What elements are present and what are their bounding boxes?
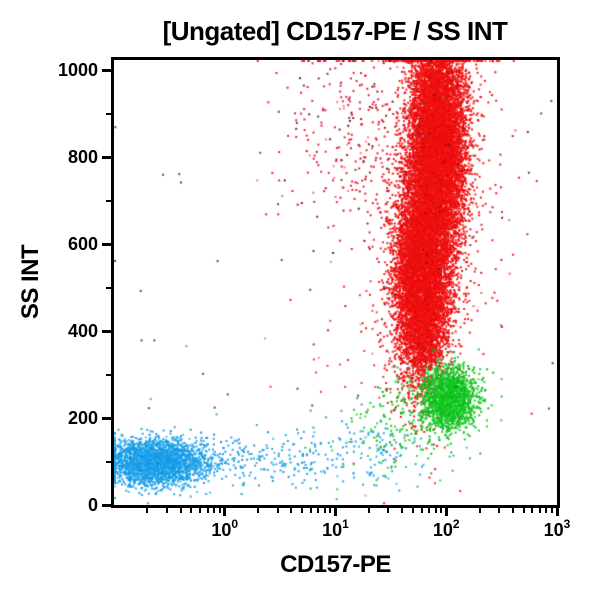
x-minor-tick <box>428 508 431 513</box>
x-minor-tick <box>538 508 541 513</box>
x-minor-tick <box>367 508 370 513</box>
y-tick-label: 800 <box>67 147 98 167</box>
x-tick-label: 102 <box>432 517 460 540</box>
y-tick-label: 1000 <box>57 60 98 80</box>
x-minor-tick <box>387 508 390 513</box>
y-tick-label: 200 <box>67 408 98 428</box>
x-minor-tick <box>309 508 312 513</box>
y-minor-tick <box>106 373 111 376</box>
x-major-tick <box>444 508 448 516</box>
y-tick-label: 0 <box>87 495 98 515</box>
y-minor-tick <box>106 460 111 463</box>
x-minor-tick <box>290 508 293 513</box>
y-minor-tick <box>106 199 111 202</box>
x-minor-tick <box>146 508 149 513</box>
y-axis-label: SS INT <box>17 244 44 320</box>
x-tick-label: 100 <box>211 517 239 540</box>
x-minor-tick <box>317 508 320 513</box>
x-minor-tick <box>301 508 304 513</box>
x-minor-tick <box>550 508 553 513</box>
y-major-tick <box>102 242 111 246</box>
x-minor-tick <box>276 508 279 513</box>
y-major-tick <box>102 329 111 333</box>
scatter-canvas <box>114 60 557 505</box>
x-minor-tick <box>165 508 168 513</box>
x-axis-label: CD157-PE <box>280 551 391 578</box>
x-minor-tick <box>478 508 481 513</box>
y-major-tick <box>102 68 111 72</box>
y-minor-tick <box>106 112 111 115</box>
x-minor-tick <box>213 508 216 513</box>
x-minor-tick <box>545 508 548 513</box>
x-minor-tick <box>531 508 534 513</box>
x-minor-tick <box>511 508 514 513</box>
x-minor-tick <box>323 508 326 513</box>
y-minor-tick <box>106 286 111 289</box>
x-minor-tick <box>434 508 437 513</box>
x-minor-tick <box>401 508 404 513</box>
plot-title: [Ungated] CD157-PE / SS INT <box>162 16 508 46</box>
x-minor-tick <box>498 508 501 513</box>
x-minor-tick <box>257 508 260 513</box>
plot-area <box>111 57 560 508</box>
x-minor-tick <box>329 508 332 513</box>
x-minor-tick <box>179 508 182 513</box>
x-tick-label: 101 <box>322 517 349 540</box>
y-major-tick <box>102 416 111 420</box>
x-minor-tick <box>199 508 202 513</box>
x-minor-tick <box>218 508 221 513</box>
y-tick-label: 400 <box>67 321 98 341</box>
x-major-tick <box>334 508 337 516</box>
x-minor-tick <box>420 508 423 513</box>
x-minor-tick <box>522 508 525 513</box>
x-tick-label: 103 <box>543 517 571 540</box>
x-minor-tick <box>206 508 209 513</box>
x-minor-tick <box>190 508 193 513</box>
x-minor-tick <box>440 508 443 513</box>
y-major-tick <box>102 503 111 507</box>
x-minor-tick <box>411 508 414 513</box>
x-major-tick <box>223 508 227 516</box>
y-tick-label: 600 <box>67 234 98 254</box>
x-major-tick <box>555 508 559 516</box>
y-major-tick <box>102 155 111 159</box>
